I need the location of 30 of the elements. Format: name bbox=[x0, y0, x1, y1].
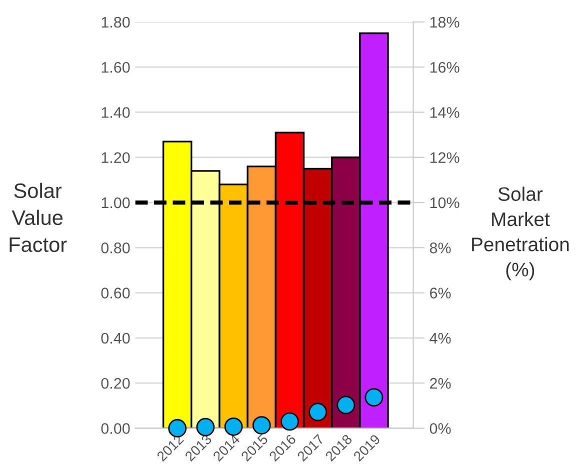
point bbox=[224, 417, 243, 436]
y2-tick-label: 4% bbox=[430, 332, 451, 344]
y2-tick-label: 10% bbox=[430, 197, 460, 208]
y-tick-label: 1.20 bbox=[102, 152, 130, 164]
point bbox=[280, 412, 299, 431]
y2-tick-label: 12% bbox=[430, 152, 460, 164]
y-tick-label: 1.40 bbox=[102, 107, 130, 118]
y2-tick-label: 14% bbox=[430, 107, 460, 118]
y-tick-label: 1.80 bbox=[102, 16, 130, 28]
y2-tick-label: 16% bbox=[430, 62, 460, 73]
y2-tick-label: 2% bbox=[430, 378, 451, 389]
y-tick-label: 0.00 bbox=[101, 423, 130, 434]
point bbox=[196, 418, 215, 436]
y-tick-label: 0.40 bbox=[101, 332, 130, 344]
y2-axis-title: Solar Market Penetration (%) bbox=[472, 186, 569, 280]
y2-tick-label: 18% bbox=[430, 16, 460, 28]
y2-tick-label: 0% bbox=[430, 423, 451, 434]
y-tick-label: 0.80 bbox=[101, 242, 130, 254]
point bbox=[308, 402, 327, 422]
y-tick-label: 0.60 bbox=[101, 288, 130, 298]
y-axis-title: Solar Value Factor bbox=[10, 182, 67, 252]
point bbox=[336, 396, 356, 414]
point bbox=[364, 388, 384, 407]
point bbox=[252, 416, 271, 435]
y2-tick-label: 8% bbox=[430, 242, 451, 254]
y2-tick-label: 6% bbox=[430, 288, 451, 298]
y-tick-label: 1.60 bbox=[102, 62, 130, 73]
y-tick-label: 1.00 bbox=[102, 197, 130, 208]
y-tick-label: 0.20 bbox=[101, 378, 130, 389]
point bbox=[168, 419, 187, 438]
